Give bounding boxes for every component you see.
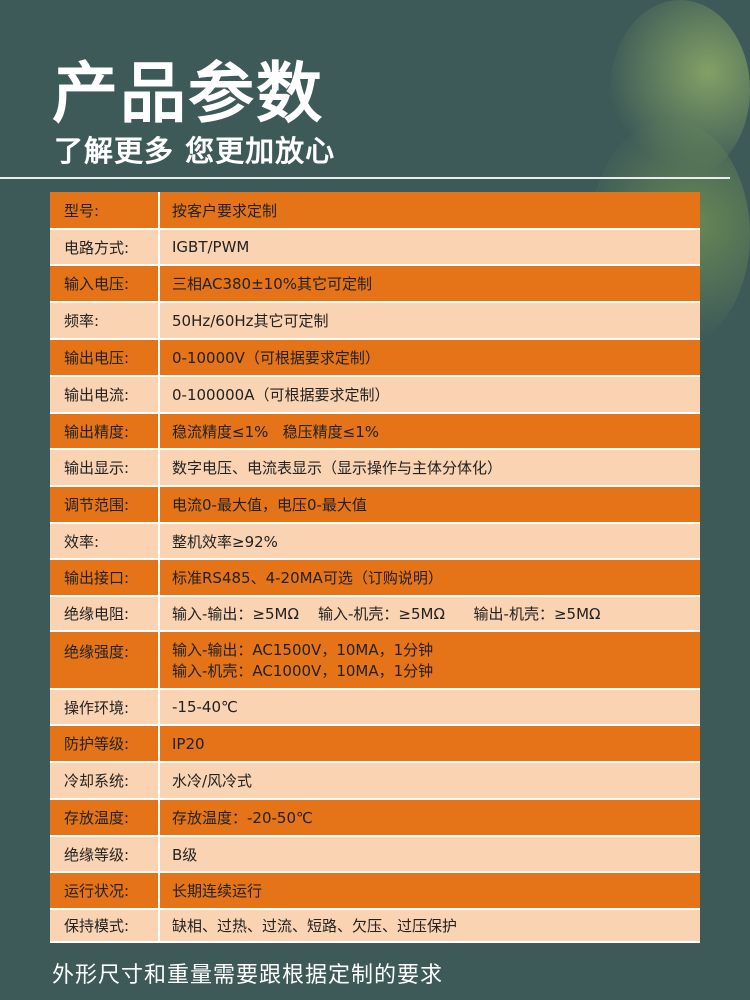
divider	[0, 177, 730, 179]
spec-row: 绝缘强度: 输入-输出：AC1500V，10MA，1分钟 输入-机壳：AC1000V…	[50, 632, 700, 690]
spec-row: 输入电压: 三相AC380±10%其它可定制	[50, 266, 700, 303]
spec-value-line: 0-10000V（可根据要求定制）	[172, 349, 380, 367]
spec-value: 缺相、过热、过流、短路、欠压、过压保护	[160, 910, 700, 941]
spec-row: 操作环境: -15-40℃	[50, 690, 700, 726]
spec-row: 效率: 整机效率≥92%	[50, 524, 700, 560]
spec-row: 输出显示: 数字电压、电流表显示（显示操作与主体分体化）	[50, 450, 700, 487]
spec-value: 50Hz/60Hz其它可定制	[160, 303, 700, 338]
spec-value: 按客户要求定制	[160, 192, 700, 228]
spec-table: 型号: 按客户要求定制 电路方式: IGBT/PWM 输入电压: 三相AC380±10%其…	[50, 192, 700, 943]
spec-label: 运行状况:	[50, 873, 160, 908]
page-subtitle: 了解更多 您更加放心	[54, 134, 336, 168]
spec-value: 0-100000A（可根据要求定制）	[160, 377, 700, 412]
spec-value-line: -15-40℃	[172, 698, 238, 716]
spec-row: 输出电压: 0-10000V（可根据要求定制）	[50, 340, 700, 377]
spec-row: 存放温度: 存放温度：-20-50℃	[50, 800, 700, 837]
spec-label: 调节范围:	[50, 487, 160, 522]
spec-label: 冷却系统:	[50, 763, 160, 798]
spec-value-line: 数字电压、电流表显示（显示操作与主体分体化）	[172, 459, 503, 477]
spec-row: 绝缘电阻: 输入-输出：≥5MΩ 输入-机壳：≥5MΩ 输出-机壳：≥5MΩ	[50, 597, 700, 632]
spec-value: 长期连续运行	[160, 873, 700, 908]
spec-label: 输出电压:	[50, 340, 160, 375]
spec-label: 保持模式:	[50, 910, 160, 941]
spec-label: 输出接口:	[50, 560, 160, 595]
spec-label: 防护等级:	[50, 726, 160, 761]
spec-label: 绝缘电阻:	[50, 597, 160, 630]
spec-value-line: 输入-输出：≥5MΩ 输入-机壳：≥5MΩ 输出-机壳：≥5MΩ	[172, 605, 601, 623]
spec-label: 频率:	[50, 303, 160, 338]
spec-row: 绝缘等级: B级	[50, 837, 700, 873]
spec-value: 数字电压、电流表显示（显示操作与主体分体化）	[160, 450, 700, 485]
spec-label: 型号:	[50, 192, 160, 228]
spec-value-line: B级	[172, 845, 198, 864]
spec-value-line: 输入-输出：AC1500V，10MA，1分钟	[172, 641, 434, 659]
footer-note: 外形尺寸和重量需要跟根据定制的要求	[52, 963, 444, 988]
spec-label: 存放温度:	[50, 800, 160, 835]
spec-value-line: IGBT/PWM	[172, 238, 250, 256]
spec-row: 输出精度: 稳流精度≤1% 稳压精度≤1%	[50, 414, 700, 450]
spec-value: 稳流精度≤1% 稳压精度≤1%	[160, 414, 700, 448]
spec-value-line: 按客户要求定制	[172, 201, 278, 220]
spec-value: 输入-输出：AC1500V，10MA，1分钟 输入-机壳：AC1000V，10MA…	[160, 632, 700, 688]
spec-value-line: 电流0-最大值，电压0-最大值	[172, 496, 367, 514]
spec-value-line: 标准RS485、4-20MA可选（订购说明）	[172, 569, 443, 587]
spec-value-line: 0-100000A（可根据要求定制）	[172, 386, 390, 404]
spec-label: 输出电流:	[50, 377, 160, 412]
spec-row: 型号: 按客户要求定制	[50, 192, 700, 230]
spec-value: IP20	[160, 726, 700, 761]
spec-row: 频率: 50Hz/60Hz其它可定制	[50, 303, 700, 340]
spec-value: IGBT/PWM	[160, 230, 700, 264]
spec-row: 运行状况: 长期连续运行	[50, 873, 700, 910]
spec-value-line: 存放温度：-20-50℃	[172, 809, 313, 827]
spec-row: 输出接口: 标准RS485、4-20MA可选（订购说明）	[50, 560, 700, 597]
spec-value-line: 稳流精度≤1% 稳压精度≤1%	[172, 422, 380, 441]
spec-label: 效率:	[50, 524, 160, 558]
spec-value-line: 缺相、过热、过流、短路、欠压、过压保护	[172, 917, 458, 935]
spec-label: 电路方式:	[50, 230, 160, 264]
spec-label: 输出显示:	[50, 450, 160, 485]
spec-label: 操作环境:	[50, 690, 160, 724]
spec-value: 存放温度：-20-50℃	[160, 800, 700, 835]
spec-row: 防护等级: IP20	[50, 726, 700, 763]
spec-value: 标准RS485、4-20MA可选（订购说明）	[160, 560, 700, 595]
page-title: 产品参数	[52, 55, 324, 132]
spec-label: 输出精度:	[50, 414, 160, 448]
spec-value-line: 水冷/风冷式	[172, 772, 253, 790]
spec-value-line: 输入-机壳：AC1000V，10MA，1分钟	[172, 662, 434, 680]
spec-value: 电流0-最大值，电压0-最大值	[160, 487, 700, 522]
spec-row: 调节范围: 电流0-最大值，电压0-最大值	[50, 487, 700, 524]
spec-value-line: 三相AC380±10%其它可定制	[172, 275, 373, 293]
spec-value-line: 长期连续运行	[172, 882, 263, 900]
spec-value: B级	[160, 837, 700, 871]
spec-value-line: IP20	[172, 734, 205, 753]
spec-value-line: 50Hz/60Hz其它可定制	[172, 312, 329, 330]
spec-value: 0-10000V（可根据要求定制）	[160, 340, 700, 375]
spec-value: -15-40℃	[160, 690, 700, 724]
spec-row: 冷却系统: 水冷/风冷式	[50, 763, 700, 800]
spec-label: 绝缘强度:	[50, 632, 160, 688]
spec-label: 绝缘等级:	[50, 837, 160, 871]
spec-row: 输出电流: 0-100000A（可根据要求定制）	[50, 377, 700, 414]
spec-row: 保持模式: 缺相、过热、过流、短路、欠压、过压保护	[50, 910, 700, 943]
spec-value-line: 整机效率≥92%	[172, 532, 278, 551]
spec-value: 水冷/风冷式	[160, 763, 700, 798]
spec-value: 三相AC380±10%其它可定制	[160, 266, 700, 301]
spec-row: 电路方式: IGBT/PWM	[50, 230, 700, 266]
spec-label: 输入电压:	[50, 266, 160, 301]
spec-value: 整机效率≥92%	[160, 524, 700, 558]
spec-value: 输入-输出：≥5MΩ 输入-机壳：≥5MΩ 输出-机壳：≥5MΩ	[160, 597, 700, 630]
